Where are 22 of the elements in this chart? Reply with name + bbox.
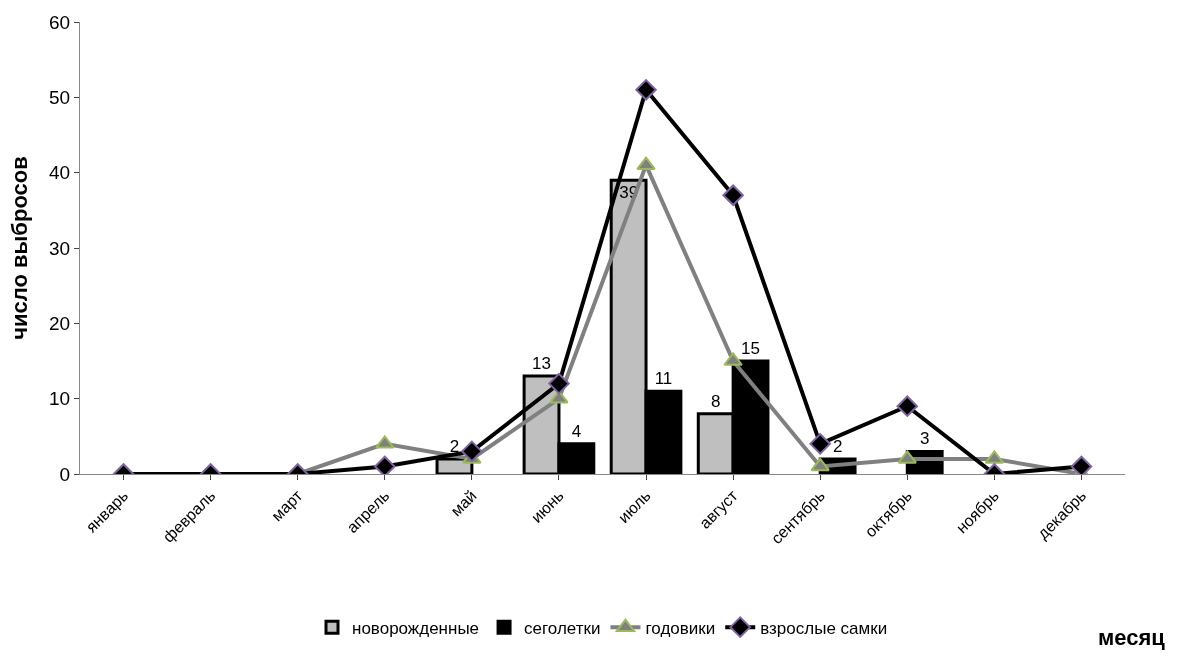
y-tick-label: 50	[49, 86, 71, 108]
y-axis-title: число выбросов	[6, 156, 32, 340]
x-tick-label: май	[447, 486, 480, 520]
data-label: 8	[710, 391, 721, 411]
legend-label: годовики	[645, 618, 716, 638]
data-label: 2	[449, 436, 460, 456]
x-axis-title: месяц	[1098, 625, 1166, 650]
data-label: 2	[832, 436, 843, 456]
data-label: 13	[532, 354, 551, 374]
data-label: 11	[654, 369, 673, 389]
legend-label: сеголетки	[524, 618, 601, 638]
y-tick-label: 0	[59, 463, 71, 485]
data-label: 15	[741, 339, 760, 358]
y-tick-label: 60	[49, 11, 71, 33]
data-label: 4	[571, 421, 582, 441]
y-tick-label: 20	[49, 312, 71, 334]
data-label: 3	[919, 429, 930, 449]
y-tick-label: 30	[49, 237, 71, 259]
y-tick-label: 10	[49, 388, 71, 410]
legend-label: новорожденные	[352, 618, 480, 638]
legend-label: взрослые самки	[760, 618, 888, 638]
y-tick-label: 40	[49, 162, 71, 184]
